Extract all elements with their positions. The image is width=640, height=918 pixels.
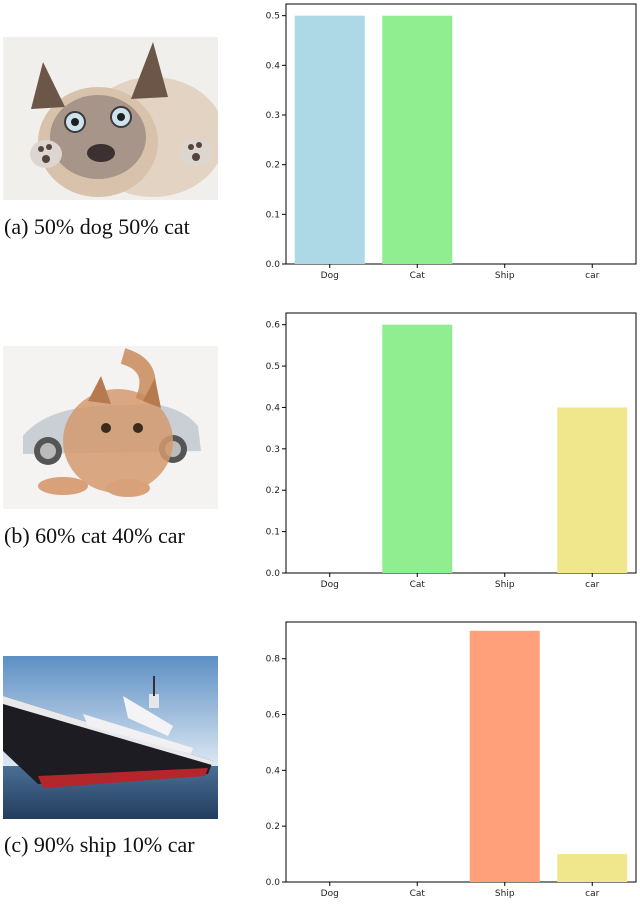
plot-frame <box>285 312 637 574</box>
x-tick-label-car: car <box>585 271 599 281</box>
bar-ship <box>469 630 540 882</box>
y-tick-label: 0.4 <box>266 766 281 776</box>
x-tick-label-car: car <box>585 580 599 590</box>
y-tick-label: 0.8 <box>266 655 281 665</box>
panel-c: (c) 90% ship 10% car 0.0 0.2 0.4 0.6 0.8 Dog C… <box>0 618 640 918</box>
panel-caption: (a) 50% dog 50% cat <box>4 214 190 239</box>
y-tick-label: 0.4 <box>266 403 281 413</box>
y-tick-label: 0.1 <box>266 210 280 220</box>
y-tick-label: 0.5 <box>266 12 280 22</box>
bar-chart: 0.0 0.1 0.2 0.3 0.4 0.5 Dog Cat Ship car <box>252 0 640 290</box>
y-tick-label: 0.2 <box>266 486 280 496</box>
x-tick-label-car: car <box>585 889 599 899</box>
bar-car <box>557 854 628 882</box>
x-tick-label-cat: Cat <box>410 271 426 281</box>
plot-frame <box>285 621 637 883</box>
panel-a: (a) 50% dog 50% cat 0.0 0.1 0.2 0.3 0.4 0.5 Do… <box>0 0 640 300</box>
bar-chart-svg: 0.0 0.1 0.2 0.3 0.4 0.5 Dog Cat Ship car <box>266 3 637 281</box>
y-tick-label: 0.0 <box>266 260 281 270</box>
y-tick-label: 0.6 <box>266 711 281 721</box>
y-tick-label: 0.0 <box>266 569 281 579</box>
x-tick-label-ship: Ship <box>495 271 515 281</box>
panel-b: (b) 60% cat 40% car 0.0 0.1 0.2 0.3 0.4 0.5 0.… <box>0 309 640 609</box>
bar-car <box>557 407 628 573</box>
y-tick-label: 0.3 <box>266 111 280 121</box>
bar-dog <box>294 15 365 264</box>
cat-dog-blend-image <box>3 37 218 200</box>
y-tick-label: 0.4 <box>266 61 281 71</box>
x-tick-label-dog: Dog <box>321 889 339 899</box>
x-tick-label-ship: Ship <box>495 889 515 899</box>
bar-chart-svg: 0.0 0.1 0.2 0.3 0.4 0.5 0.6 Dog Cat Ship car <box>266 312 637 590</box>
ship-image <box>3 656 218 819</box>
y-tick-label: 0.0 <box>266 878 281 888</box>
bar-cat <box>382 324 453 573</box>
x-tick-label-ship: Ship <box>495 580 515 590</box>
y-tick-label: 0.1 <box>266 528 280 538</box>
y-tick-label: 0.5 <box>266 362 280 372</box>
y-tick-label: 0.3 <box>266 445 280 455</box>
x-tick-label-dog: Dog <box>321 271 339 281</box>
y-tick-label: 0.2 <box>266 822 280 832</box>
bar-chart-svg: 0.0 0.2 0.4 0.6 0.8 Dog Cat Ship car <box>266 621 637 899</box>
bar-chart: 0.0 0.2 0.4 0.6 0.8 Dog Cat Ship car <box>252 618 640 908</box>
cat-car-blend-image <box>3 346 218 509</box>
x-tick-label-cat: Cat <box>410 889 426 899</box>
plot-frame <box>285 3 637 265</box>
y-tick-label: 0.2 <box>266 161 280 171</box>
x-tick-label-cat: Cat <box>410 580 426 590</box>
x-tick-label-dog: Dog <box>321 580 339 590</box>
bar-chart: 0.0 0.1 0.2 0.3 0.4 0.5 0.6 Dog Cat Ship car <box>252 309 640 599</box>
panel-caption: (c) 90% ship 10% car <box>4 832 195 857</box>
y-tick-label: 0.6 <box>266 321 281 331</box>
bar-cat <box>382 15 453 264</box>
panel-caption: (b) 60% cat 40% car <box>4 523 185 548</box>
